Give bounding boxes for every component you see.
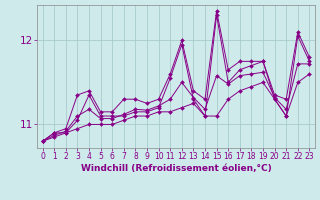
X-axis label: Windchill (Refroidissement éolien,°C): Windchill (Refroidissement éolien,°C) (81, 164, 271, 173)
